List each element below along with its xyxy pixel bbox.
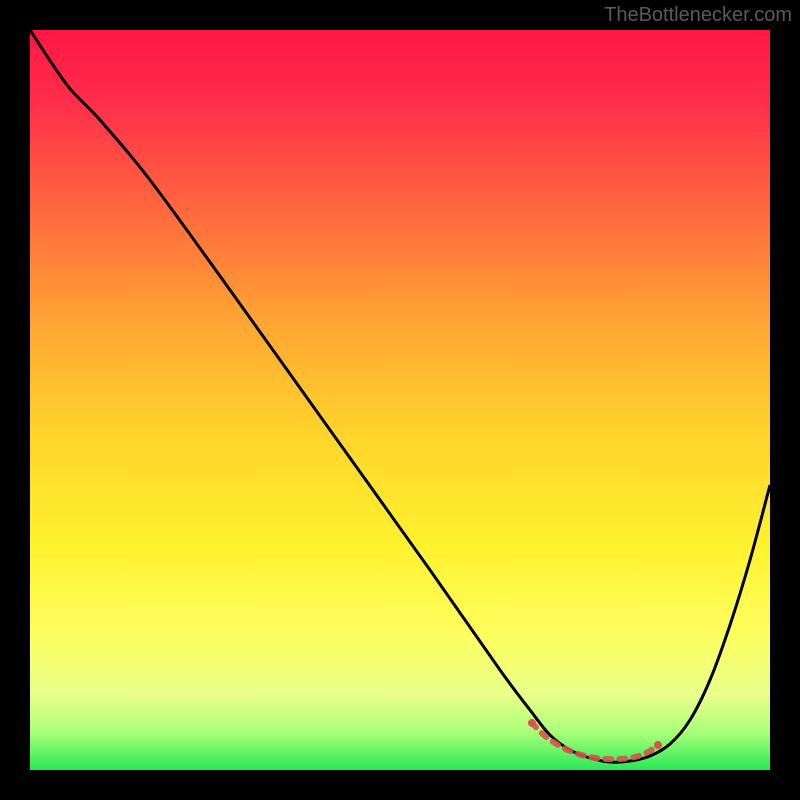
chart-svg: [30, 30, 770, 770]
gradient-background: [30, 30, 770, 770]
watermark-text: TheBottlenecker.com: [604, 4, 792, 27]
bottleneck-chart: [30, 30, 770, 770]
